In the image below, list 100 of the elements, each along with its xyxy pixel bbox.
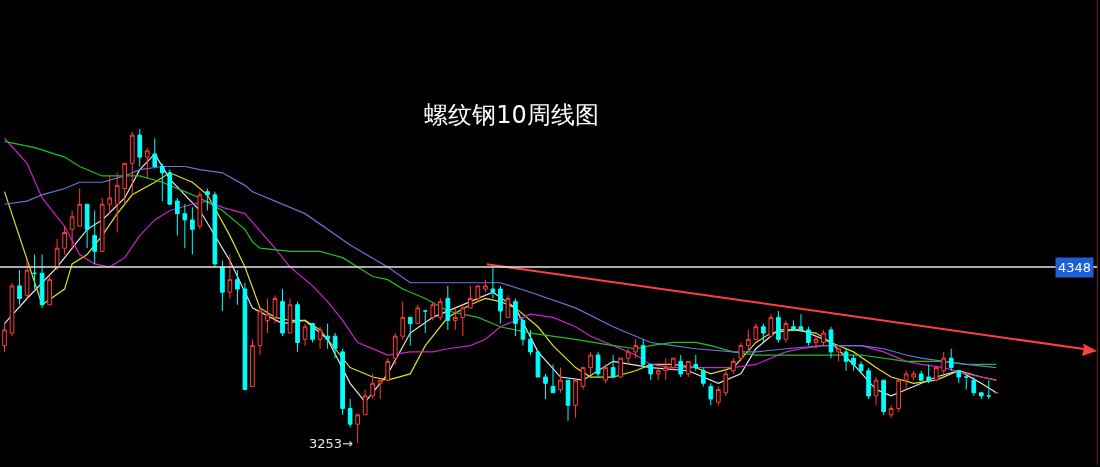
candlestick	[715, 385, 721, 406]
candlestick	[685, 360, 691, 378]
candlestick	[99, 197, 105, 252]
candlestick	[159, 162, 165, 202]
candlestick	[468, 285, 473, 309]
candlestick	[700, 367, 706, 387]
candlestick	[625, 348, 631, 365]
candlestick	[550, 363, 556, 394]
candlestick	[580, 367, 586, 391]
candlestick	[227, 253, 233, 299]
candlestick	[257, 307, 263, 356]
candlestick	[798, 313, 804, 331]
candlestick	[295, 301, 300, 353]
candlestick	[377, 379, 383, 400]
candlestick	[498, 285, 503, 325]
candlestick	[588, 351, 593, 375]
candlestick	[708, 382, 714, 406]
candlestick	[640, 338, 646, 369]
candlestick	[2, 323, 7, 353]
candlestick	[77, 188, 82, 227]
candlestick	[460, 304, 466, 337]
candlestick	[39, 253, 45, 309]
candlestick	[62, 225, 67, 255]
candlestick	[9, 282, 15, 337]
candlestick	[505, 294, 511, 318]
candlestick	[971, 376, 977, 397]
candlestick	[422, 310, 428, 334]
candlestick	[520, 316, 526, 347]
candlestick	[776, 310, 781, 343]
candlestick	[956, 370, 962, 384]
candlestick	[220, 260, 225, 312]
candlestick	[911, 370, 917, 381]
candlestick	[272, 294, 278, 325]
candlestick	[152, 137, 158, 168]
candlestick	[317, 326, 323, 350]
candlestick	[986, 379, 992, 400]
candlestick	[302, 323, 308, 347]
candlestick	[242, 282, 248, 391]
candlestick	[633, 338, 638, 359]
candlestick	[731, 357, 736, 375]
candlestick	[407, 316, 413, 347]
candlestick	[918, 370, 924, 381]
candlestick	[310, 323, 315, 343]
candlestick	[565, 379, 571, 422]
candlestick	[513, 297, 518, 337]
candlestick	[858, 360, 864, 375]
candlestick	[978, 392, 984, 400]
candlestick	[437, 297, 443, 321]
candlestick	[265, 297, 270, 334]
candlestick	[205, 188, 210, 212]
candlestick	[678, 354, 684, 378]
candlestick	[92, 210, 98, 265]
candlestick	[723, 370, 729, 397]
candlestick	[648, 363, 654, 381]
candlestick	[483, 279, 488, 293]
candlestick	[746, 329, 751, 353]
candlestick	[753, 323, 759, 340]
candlestick	[107, 175, 113, 215]
candlestick	[340, 348, 345, 416]
candlestick	[475, 285, 481, 303]
candlestick	[137, 128, 143, 168]
candlestick	[791, 319, 796, 331]
candlestick	[415, 304, 421, 325]
chart-title: 螺纹钢10周线图	[424, 100, 599, 129]
candlestick	[197, 191, 203, 230]
candlestick	[528, 329, 533, 356]
candlestick	[370, 373, 376, 400]
candlestick	[821, 329, 826, 347]
candlestick	[452, 307, 458, 331]
candlestick	[280, 288, 285, 337]
candlestick	[182, 203, 188, 249]
candlestick	[926, 363, 932, 384]
candlestick	[851, 354, 856, 372]
candlestick	[114, 172, 120, 233]
candlestick	[873, 376, 879, 406]
candlestick	[84, 203, 90, 249]
candlestick	[866, 367, 871, 400]
candlestick	[768, 313, 774, 337]
candlestick	[190, 206, 195, 255]
candlestick	[948, 348, 954, 372]
candlestick	[167, 169, 173, 205]
candlestick	[573, 379, 578, 419]
candlestick	[663, 357, 669, 381]
candlestick	[174, 197, 180, 237]
candlestick	[806, 326, 811, 347]
candlestick	[212, 191, 218, 268]
candlestick	[287, 297, 293, 334]
candlestick	[129, 131, 135, 196]
candlestick	[69, 210, 75, 249]
candlestick	[385, 357, 391, 381]
annotation: 3253→	[309, 436, 354, 451]
candlestick	[738, 341, 744, 362]
candlestick	[392, 332, 398, 365]
candlestick	[813, 335, 819, 350]
candlestick	[430, 301, 436, 321]
candlestick	[670, 357, 676, 372]
candlestick	[888, 404, 894, 419]
candlestick	[595, 351, 601, 378]
candlestick	[603, 363, 608, 384]
candlestick	[843, 348, 849, 372]
